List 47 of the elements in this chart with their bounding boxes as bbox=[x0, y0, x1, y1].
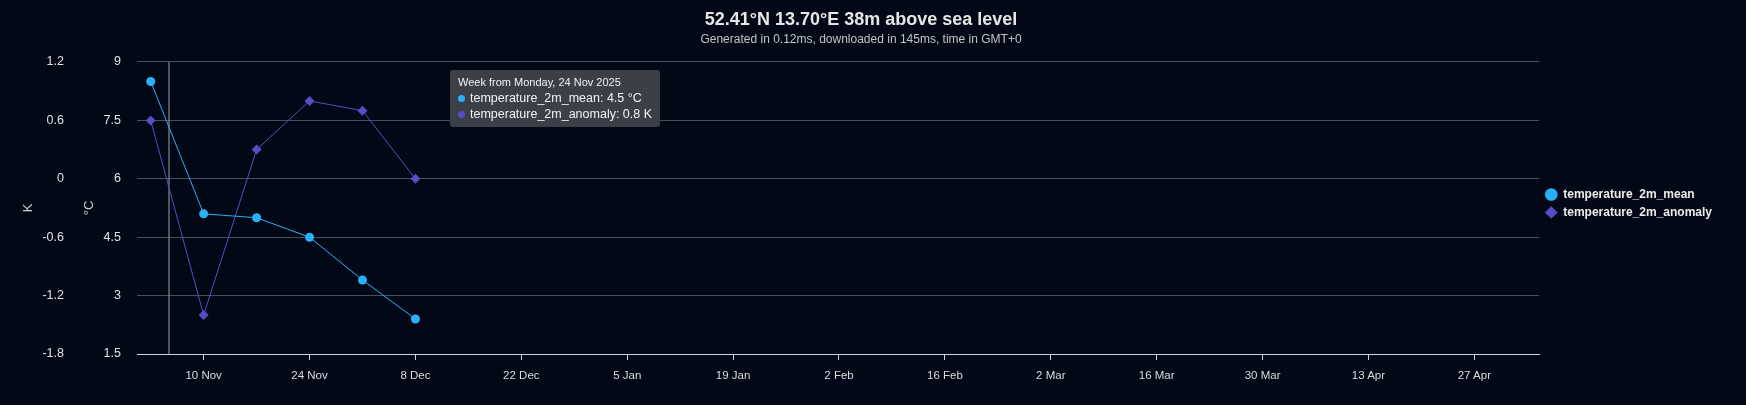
x-tick-label: 27 Apr bbox=[1457, 369, 1492, 382]
y-tick-label: 4.5 bbox=[103, 229, 122, 244]
y2-tick-label: -1.2 bbox=[42, 288, 65, 303]
y-tick-label: 3 bbox=[114, 288, 122, 303]
chart-title: 52.41°N 13.70°E 38m above sea level bbox=[704, 8, 1018, 29]
point bbox=[357, 275, 367, 285]
x-tick-label: 30 Mar bbox=[1244, 369, 1281, 382]
point bbox=[146, 76, 156, 86]
point bbox=[252, 213, 262, 223]
legend-label: temperature_2m_mean bbox=[1563, 186, 1695, 201]
x-tick-label: 8 Dec bbox=[400, 369, 431, 382]
y2-tick-label: -0.6 bbox=[42, 229, 65, 244]
point bbox=[199, 209, 209, 219]
legend-label: temperature_2m_anomaly bbox=[1563, 204, 1713, 219]
point bbox=[410, 314, 420, 324]
x-tick-label: 2 Mar bbox=[1036, 369, 1066, 382]
y2-axis-title: K bbox=[20, 203, 36, 213]
y-tick-label: 7.5 bbox=[103, 112, 122, 127]
x-tick-label: 2 Feb bbox=[824, 369, 854, 382]
point bbox=[304, 95, 315, 106]
y-tick-label: 1.5 bbox=[103, 346, 122, 361]
x-tick-label: 13 Apr bbox=[1351, 369, 1386, 382]
x-tick-label: 24 Nov bbox=[291, 369, 329, 382]
y-tick-label: 9 bbox=[114, 54, 122, 69]
annotation: temperature_2m_anomaly: 0.8 K bbox=[470, 106, 653, 122]
annotation: temperature_2m_mean: 4.5 °C bbox=[470, 90, 642, 106]
x-tick-label: 22 Dec bbox=[503, 369, 540, 382]
x-tick-label: 16 Mar bbox=[1138, 369, 1175, 382]
x-tick-label: 10 Nov bbox=[185, 369, 223, 382]
tooltip-box: Week from Monday, 24 Nov 2025 temperature_2m_mean: 4.5 °C temperature_2m_anomaly: 0.8 K bbox=[450, 70, 661, 127]
point bbox=[251, 144, 262, 155]
y-axis-title: °C bbox=[81, 200, 97, 216]
point bbox=[198, 310, 209, 321]
y2-tick-label: 0.6 bbox=[46, 112, 65, 127]
point bbox=[357, 105, 368, 116]
y2-tick-label: 0 bbox=[57, 171, 65, 186]
y-tick-label: 6 bbox=[114, 171, 122, 186]
chart-subtitle: Generated in 0.12ms, downloaded in 145ms, time in GMT+0 bbox=[700, 32, 1022, 47]
annotation: Week from Monday, 24 Nov 2025 bbox=[458, 75, 621, 90]
y2-tick-label: -1.8 bbox=[42, 346, 65, 361]
point bbox=[410, 173, 421, 184]
x-tick-label: 5 Jan bbox=[613, 369, 642, 382]
x-tick-label: 19 Jan bbox=[715, 369, 751, 382]
y2-tick-label: 1.2 bbox=[46, 54, 65, 69]
x-tick-label: 16 Feb bbox=[926, 369, 963, 382]
point bbox=[145, 115, 156, 126]
point bbox=[305, 232, 315, 242]
